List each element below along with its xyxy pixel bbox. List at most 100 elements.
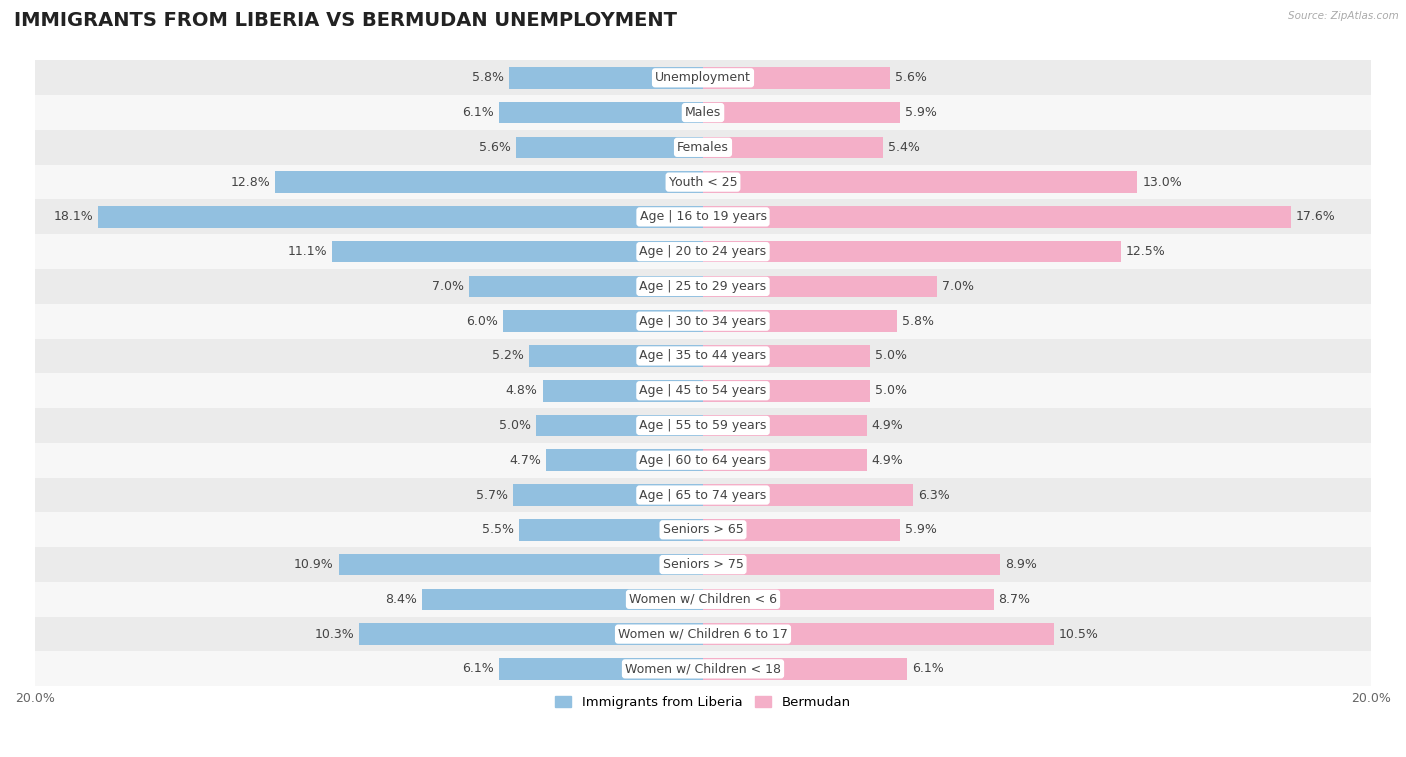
Bar	[276, 171, 703, 193]
Text: Women w/ Children < 18: Women w/ Children < 18	[626, 662, 780, 675]
Bar	[35, 443, 1371, 478]
Text: Age | 55 to 59 years: Age | 55 to 59 years	[640, 419, 766, 432]
Text: 5.2%: 5.2%	[492, 350, 524, 363]
Bar	[35, 617, 1371, 652]
Bar	[703, 623, 1053, 645]
Text: 5.8%: 5.8%	[472, 71, 505, 84]
Bar	[703, 588, 994, 610]
Text: 5.0%: 5.0%	[499, 419, 531, 432]
Bar	[35, 165, 1371, 200]
Text: 10.5%: 10.5%	[1059, 628, 1098, 640]
Bar	[703, 415, 866, 436]
Text: 10.9%: 10.9%	[294, 558, 333, 571]
Text: 8.7%: 8.7%	[998, 593, 1031, 606]
Bar	[536, 415, 703, 436]
Bar	[470, 276, 703, 298]
Text: 4.8%: 4.8%	[506, 385, 537, 397]
Text: Females: Females	[678, 141, 728, 154]
Bar	[516, 136, 703, 158]
Bar	[703, 380, 870, 401]
Bar	[546, 450, 703, 471]
Text: Women w/ Children 6 to 17: Women w/ Children 6 to 17	[619, 628, 787, 640]
Text: Age | 25 to 29 years: Age | 25 to 29 years	[640, 280, 766, 293]
Bar	[35, 652, 1371, 687]
Text: 7.0%: 7.0%	[432, 280, 464, 293]
Text: 6.1%: 6.1%	[463, 106, 495, 119]
Text: 18.1%: 18.1%	[53, 210, 93, 223]
Bar	[35, 512, 1371, 547]
Legend: Immigrants from Liberia, Bermudan: Immigrants from Liberia, Bermudan	[550, 690, 856, 714]
Text: 11.1%: 11.1%	[288, 245, 328, 258]
Bar	[703, 519, 900, 540]
Bar	[332, 241, 703, 263]
Bar	[35, 200, 1371, 234]
Text: 6.1%: 6.1%	[911, 662, 943, 675]
Bar	[703, 241, 1121, 263]
Bar	[703, 136, 883, 158]
Bar	[35, 582, 1371, 617]
Bar	[703, 658, 907, 680]
Text: Age | 16 to 19 years: Age | 16 to 19 years	[640, 210, 766, 223]
Text: 5.9%: 5.9%	[905, 106, 936, 119]
Text: Age | 20 to 24 years: Age | 20 to 24 years	[640, 245, 766, 258]
Bar	[499, 658, 703, 680]
Bar	[502, 310, 703, 332]
Text: 4.9%: 4.9%	[872, 453, 904, 467]
Text: 6.3%: 6.3%	[918, 488, 950, 502]
Text: 5.0%: 5.0%	[875, 385, 907, 397]
Bar	[703, 171, 1137, 193]
Text: 12.8%: 12.8%	[231, 176, 270, 188]
Text: 5.0%: 5.0%	[875, 350, 907, 363]
Text: 5.9%: 5.9%	[905, 523, 936, 536]
Bar	[35, 338, 1371, 373]
Bar	[509, 67, 703, 89]
Bar	[703, 206, 1291, 228]
Text: Seniors > 65: Seniors > 65	[662, 523, 744, 536]
Text: 8.9%: 8.9%	[1005, 558, 1038, 571]
Text: 5.6%: 5.6%	[479, 141, 510, 154]
Bar	[703, 67, 890, 89]
Text: 10.3%: 10.3%	[314, 628, 354, 640]
Text: IMMIGRANTS FROM LIBERIA VS BERMUDAN UNEMPLOYMENT: IMMIGRANTS FROM LIBERIA VS BERMUDAN UNEM…	[14, 11, 678, 30]
Bar	[422, 588, 703, 610]
Bar	[35, 478, 1371, 512]
Bar	[529, 345, 703, 366]
Bar	[35, 234, 1371, 269]
Bar	[359, 623, 703, 645]
Text: Age | 35 to 44 years: Age | 35 to 44 years	[640, 350, 766, 363]
Text: 4.9%: 4.9%	[872, 419, 904, 432]
Text: 7.0%: 7.0%	[942, 280, 974, 293]
Bar	[35, 130, 1371, 165]
Bar	[513, 484, 703, 506]
Bar	[35, 408, 1371, 443]
Text: 5.4%: 5.4%	[889, 141, 921, 154]
Text: Seniors > 75: Seniors > 75	[662, 558, 744, 571]
Text: Age | 60 to 64 years: Age | 60 to 64 years	[640, 453, 766, 467]
Bar	[35, 304, 1371, 338]
Text: Women w/ Children < 6: Women w/ Children < 6	[628, 593, 778, 606]
Bar	[35, 61, 1371, 95]
Text: 17.6%: 17.6%	[1296, 210, 1336, 223]
Bar	[703, 101, 900, 123]
Bar	[98, 206, 703, 228]
Text: 6.0%: 6.0%	[465, 315, 498, 328]
Bar	[35, 269, 1371, 304]
Text: 8.4%: 8.4%	[385, 593, 418, 606]
Bar	[543, 380, 703, 401]
Bar	[339, 554, 703, 575]
Bar	[703, 345, 870, 366]
Bar	[703, 484, 914, 506]
Text: 5.7%: 5.7%	[475, 488, 508, 502]
Text: 4.7%: 4.7%	[509, 453, 541, 467]
Text: Age | 45 to 54 years: Age | 45 to 54 years	[640, 385, 766, 397]
Bar	[499, 101, 703, 123]
Text: 5.8%: 5.8%	[901, 315, 934, 328]
Text: Unemployment: Unemployment	[655, 71, 751, 84]
Text: Age | 65 to 74 years: Age | 65 to 74 years	[640, 488, 766, 502]
Text: 5.6%: 5.6%	[896, 71, 927, 84]
Bar	[703, 450, 866, 471]
Bar	[519, 519, 703, 540]
Bar	[35, 547, 1371, 582]
Text: 12.5%: 12.5%	[1126, 245, 1166, 258]
Bar	[35, 373, 1371, 408]
